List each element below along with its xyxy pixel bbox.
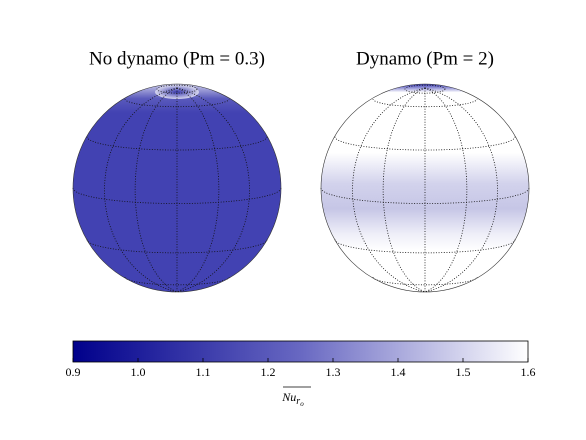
meridian — [176, 87, 250, 293]
parallel — [320, 187, 530, 204]
label-sub: r — [296, 396, 300, 407]
x-tick-label: 0.9 — [66, 365, 81, 379]
pole-circle — [404, 84, 446, 94]
sphere-outline — [72, 83, 282, 293]
colorbar-label: Nuro — [281, 390, 304, 408]
parallel — [72, 187, 282, 204]
meridian — [424, 87, 498, 293]
x-tick-label: 1.5 — [456, 365, 471, 379]
x-tick-label: 1.4 — [391, 365, 406, 379]
meridian — [104, 87, 178, 293]
sphere — [321, 84, 529, 292]
spheres — [72, 83, 530, 293]
x-tick-label: 1.0 — [131, 365, 146, 379]
pole-circle — [156, 84, 198, 94]
x-tick-label: 1.1 — [196, 365, 211, 379]
label-subsub: o — [300, 400, 304, 408]
panel-title: No dynamo (Pm = 0.3) — [89, 48, 265, 69]
sphere-outline — [320, 83, 530, 293]
meridian — [352, 87, 426, 293]
sphere — [73, 84, 281, 292]
colorbar — [72, 340, 529, 363]
panel-title: Dynamo (Pm = 2) — [356, 48, 494, 69]
x-tick-label: 1.3 — [326, 365, 341, 379]
x-tick-label: 1.2 — [261, 365, 276, 379]
x-tick-label: 1.6 — [521, 365, 536, 379]
label-main: Nu — [281, 390, 296, 404]
